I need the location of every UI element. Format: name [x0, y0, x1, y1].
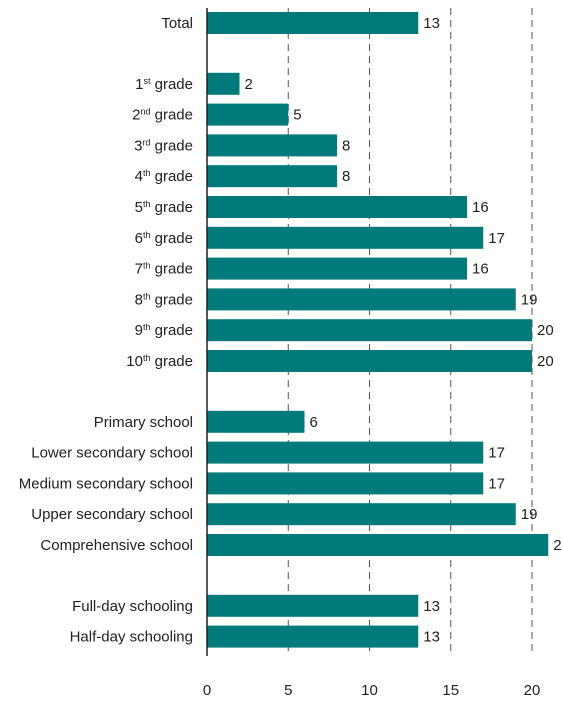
bar-17	[207, 625, 419, 648]
x-tick-label-10: 10	[361, 682, 378, 699]
bar-2	[207, 103, 289, 126]
value-labels: 13 2 5 8 8 16 17 16 19 20 20 6 17 17 19 21 13 13	[245, 15, 563, 646]
bar-10	[207, 350, 532, 372]
bar-1	[207, 72, 240, 95]
category-label-11: Primary school	[94, 414, 193, 431]
category-label-13: Medium secondary school	[19, 475, 193, 492]
value-label-3: 8	[342, 137, 350, 154]
category-label-4: 4th grade	[135, 168, 193, 185]
bar-7	[207, 257, 467, 280]
category-label-1: 1st grade	[135, 76, 193, 93]
bar-4	[207, 165, 337, 188]
value-label-1: 2	[245, 76, 253, 93]
x-tick-label-5: 5	[284, 682, 292, 699]
bar-8	[207, 288, 516, 311]
bar-3	[207, 134, 337, 157]
bar-5	[207, 196, 467, 218]
x-tick-label-0: 0	[203, 682, 211, 699]
bar-12	[207, 441, 484, 464]
bar-14	[207, 503, 516, 526]
value-label-4: 8	[342, 168, 350, 185]
value-label-9: 20	[537, 322, 554, 339]
category-label-8: 8th grade	[135, 291, 193, 308]
bar-6	[207, 226, 484, 249]
x-tick-labels: 0 5 10 15 20	[203, 682, 541, 699]
value-label-16: 13	[423, 598, 440, 615]
value-label-13: 17	[488, 475, 505, 492]
bar-0	[207, 12, 419, 34]
category-label-14: Upper secondary school	[31, 506, 193, 523]
category-label-7: 7th grade	[135, 261, 193, 278]
value-label-7: 16	[472, 261, 489, 278]
value-label-2: 5	[293, 107, 301, 124]
value-label-17: 13	[423, 629, 440, 646]
category-label-5: 5th grade	[135, 199, 193, 216]
bar-16	[207, 594, 419, 617]
category-label-17: Half-day schooling	[70, 629, 193, 646]
x-tick-label-20: 20	[524, 682, 541, 699]
category-label-16: Full-day schooling	[72, 598, 193, 615]
value-label-5: 16	[472, 199, 489, 216]
value-label-15: 21	[553, 537, 563, 554]
bar-13	[207, 472, 484, 495]
category-label-9: 9th grade	[135, 322, 193, 339]
category-label-2: 2nd grade	[132, 107, 193, 124]
value-label-0: 13	[423, 15, 440, 32]
value-label-12: 17	[488, 445, 505, 462]
value-label-14: 19	[521, 506, 538, 523]
category-label-0: Total	[161, 15, 193, 32]
bar-15	[207, 534, 549, 556]
x-tick-label-15: 15	[442, 682, 459, 699]
category-label-12: Lower secondary school	[31, 445, 193, 462]
category-labels: Total 1st grade 2nd grade 3rd grade 4th grad…	[19, 15, 193, 646]
bars	[207, 12, 549, 648]
value-label-10: 20	[537, 353, 554, 370]
category-label-6: 6th grade	[135, 230, 193, 247]
bar-11	[207, 410, 305, 433]
category-label-3: 3rd grade	[134, 137, 193, 154]
value-label-11: 6	[310, 414, 318, 431]
category-label-10: 10th grade	[126, 353, 193, 370]
value-label-8: 19	[521, 291, 538, 308]
category-label-15: Comprehensive school	[40, 537, 193, 554]
bar-9	[207, 319, 532, 342]
value-label-6: 17	[488, 230, 505, 247]
